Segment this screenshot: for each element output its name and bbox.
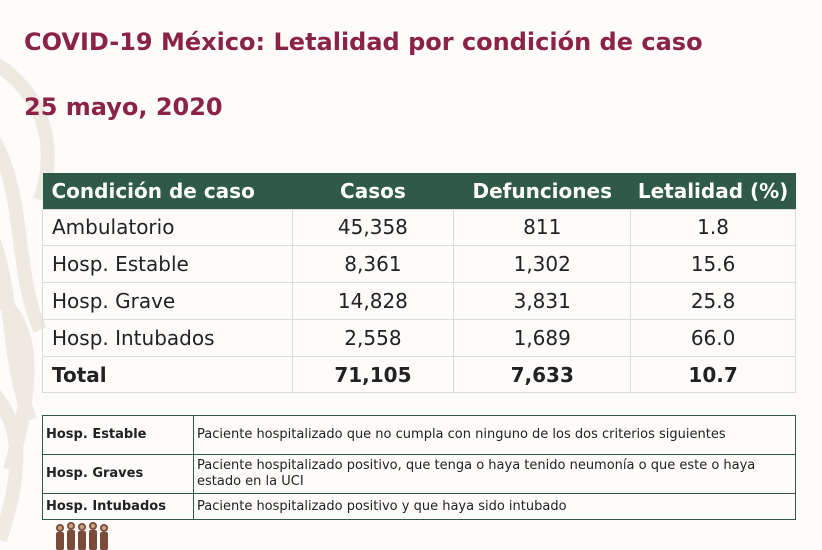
cell-casos: 14,828 [291, 282, 455, 320]
cell-condicion: Ambulatorio [42, 208, 293, 247]
page-date: 25 mayo, 2020 [24, 93, 223, 121]
cell-condicion: Hosp. Grave [42, 282, 293, 320]
table-row: Hosp. Intubados 2,558 1,689 66.0 [42, 318, 796, 357]
definition-term: Hosp. Intubados [42, 493, 194, 520]
table-total-row: Total 71,105 7,633 10.7 [42, 355, 796, 394]
column-header-casos: Casos [292, 173, 454, 209]
cell-condicion: Hosp. Intubados [42, 318, 293, 357]
definition-term: Hosp. Graves [42, 454, 194, 494]
column-header-condicion: Condición de caso [42, 173, 293, 209]
definition-text: Paciente hospitalizado que no cumpla con… [193, 415, 796, 455]
definition-term: Hosp. Estable [42, 415, 194, 455]
cell-total-letalidad: 10.7 [630, 355, 796, 394]
cell-letalidad: 1.8 [630, 208, 796, 247]
cell-total-casos: 71,105 [291, 355, 455, 394]
cell-casos: 2,558 [291, 318, 455, 357]
cell-casos: 45,358 [291, 208, 455, 247]
definition-row: Hosp. Graves Paciente hospitalizado posi… [42, 454, 796, 494]
definition-row: Hosp. Estable Paciente hospitalizado que… [42, 415, 796, 455]
cell-defunciones: 1,302 [453, 245, 632, 284]
cell-defunciones: 1,689 [453, 318, 632, 357]
table-header-row: Condición de caso Casos Defunciones Leta… [42, 173, 796, 209]
cell-total-defunciones: 7,633 [453, 355, 632, 394]
table-row: Ambulatorio 45,358 811 1.8 [42, 208, 796, 247]
cell-letalidad: 25.8 [630, 282, 796, 320]
cell-total-label: Total [42, 355, 293, 394]
heroes-emblem-icon [56, 522, 108, 550]
table-row: Hosp. Estable 8,361 1,302 15.6 [42, 245, 796, 284]
cell-letalidad: 15.6 [630, 245, 796, 284]
column-header-letalidad: Letalidad (%) [630, 173, 796, 209]
cell-letalidad: 66.0 [630, 318, 796, 357]
definition-text: Paciente hospitalizado positivo y que ha… [193, 493, 796, 520]
cell-defunciones: 3,831 [453, 282, 632, 320]
lethality-table: Condición de caso Casos Defunciones Leta… [42, 173, 796, 394]
column-header-defunciones: Defunciones [453, 173, 631, 209]
definition-text: Paciente hospitalizado positivo, que ten… [193, 454, 796, 494]
cell-casos: 8,361 [291, 245, 455, 284]
definition-row: Hosp. Intubados Paciente hospitalizado p… [42, 493, 796, 520]
table-row: Hosp. Grave 14,828 3,831 25.8 [42, 282, 796, 320]
cell-condicion: Hosp. Estable [42, 245, 293, 284]
definitions-table: Hosp. Estable Paciente hospitalizado que… [42, 415, 796, 520]
cell-defunciones: 811 [453, 208, 632, 247]
page-title: COVID-19 México: Letalidad por condición… [24, 28, 703, 56]
